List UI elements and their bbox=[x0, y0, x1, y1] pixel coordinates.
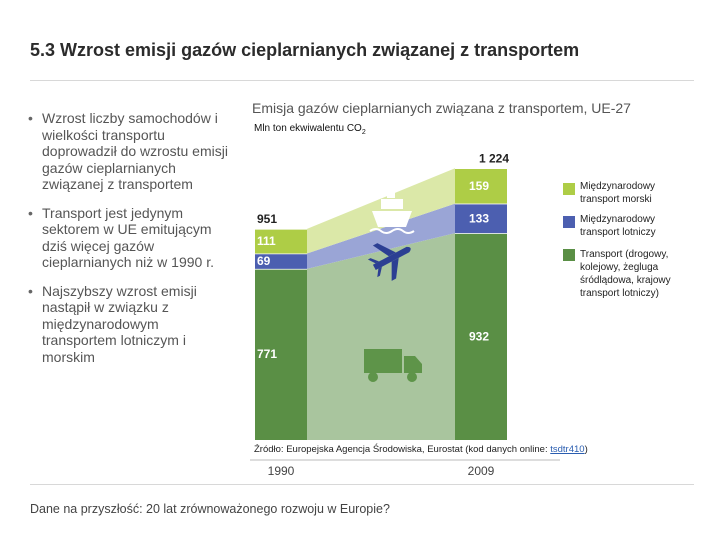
unit-text: Mln ton ekwiwalentu CO bbox=[254, 123, 362, 134]
title-text: Wzrost emisji gazów cieplarnianych związ… bbox=[60, 40, 580, 60]
x-tick-label-1990: 1990 bbox=[268, 464, 295, 478]
airplane-fuselage bbox=[372, 246, 411, 271]
ship-wave bbox=[369, 228, 415, 234]
data-label-sea-2009: 159 bbox=[469, 179, 489, 193]
source-suffix: ) bbox=[584, 444, 588, 455]
footer-divider bbox=[30, 484, 694, 485]
total-label-2009: 1 224 bbox=[479, 151, 509, 165]
source-link[interactable]: tsdtr410 bbox=[550, 444, 585, 455]
ship-funnel bbox=[387, 190, 395, 198]
footer-text: Dane na przyszłość: 20 lat zrównoważoneg… bbox=[30, 502, 390, 516]
data-label-sea-1990: 111 bbox=[257, 234, 276, 248]
truck-cab bbox=[404, 356, 422, 373]
bullet-item: Najszybszy wzrost emisji nastąpił w zwią… bbox=[26, 283, 236, 366]
truck-wheel-front bbox=[407, 372, 417, 382]
ship-icon bbox=[369, 190, 415, 234]
bullet-list: Wzrost liczby samochodów i wielkości tra… bbox=[26, 110, 236, 377]
airplane-tail-bottom bbox=[377, 266, 382, 278]
data-label-road-2009: 932 bbox=[469, 330, 489, 344]
bar-sea-2009 bbox=[455, 168, 507, 204]
data-label-air-2009: 133 bbox=[469, 211, 489, 225]
legend-label-air: Międzynarodowy transport lotniczy bbox=[580, 214, 656, 238]
chart-title: Emisja gazów cieplarnianych związana z t… bbox=[252, 100, 631, 116]
area-air bbox=[307, 203, 455, 269]
bullet-item: Wzrost liczby samochodów i wielkości tra… bbox=[26, 110, 236, 193]
title-divider bbox=[30, 80, 694, 81]
ship-cabin bbox=[381, 199, 403, 209]
bullet-item: Transport jest jedynym sektorem w UE emi… bbox=[26, 205, 236, 271]
truck-wheel-rear bbox=[368, 372, 378, 382]
unit-subscript: 2 bbox=[361, 129, 366, 136]
area-road bbox=[307, 233, 455, 440]
airplane-tail-top bbox=[367, 258, 380, 264]
slide-title: 5.3 Wzrost emisji gazów cieplarnianych z… bbox=[30, 40, 579, 61]
airplane-wing-top bbox=[372, 243, 396, 257]
bar-sea-1990 bbox=[255, 228, 307, 254]
title-number: 5.3 bbox=[30, 40, 56, 60]
legend-swatch-road bbox=[563, 249, 575, 261]
airplane-wing-bottom bbox=[391, 257, 399, 281]
legend-swatch-air bbox=[563, 216, 575, 228]
data-label-air-1990: 69 bbox=[257, 254, 271, 268]
bar-air-1990 bbox=[255, 253, 307, 269]
total-label-1990: 951 bbox=[257, 212, 277, 226]
source-note: Źródło: Europejska Agencja Środowiska, E… bbox=[254, 444, 588, 455]
legend-swatch-sea bbox=[563, 183, 575, 195]
bar-air-2009 bbox=[455, 203, 507, 234]
legend-label-road: Transport (drogowy, kolejowy, żegluga śr… bbox=[580, 249, 671, 299]
legend-label-sea: Międzynarodowy transport morski bbox=[580, 181, 656, 205]
bar-road-1990 bbox=[255, 268, 307, 440]
bar-road-2009 bbox=[455, 233, 507, 440]
chart-unit-label: Mln ton ekwiwalentu CO2 bbox=[254, 123, 366, 136]
x-tick-label-2009: 2009 bbox=[468, 464, 495, 478]
source-prefix: Źródło: Europejska Agencja Środowiska, E… bbox=[254, 444, 551, 455]
airplane-icon bbox=[367, 243, 411, 281]
truck-cargo bbox=[364, 349, 402, 373]
ship-hull bbox=[372, 211, 412, 227]
truck-icon bbox=[364, 349, 422, 382]
area-sea bbox=[307, 168, 455, 254]
data-label-road-1990: 771 bbox=[257, 347, 277, 361]
